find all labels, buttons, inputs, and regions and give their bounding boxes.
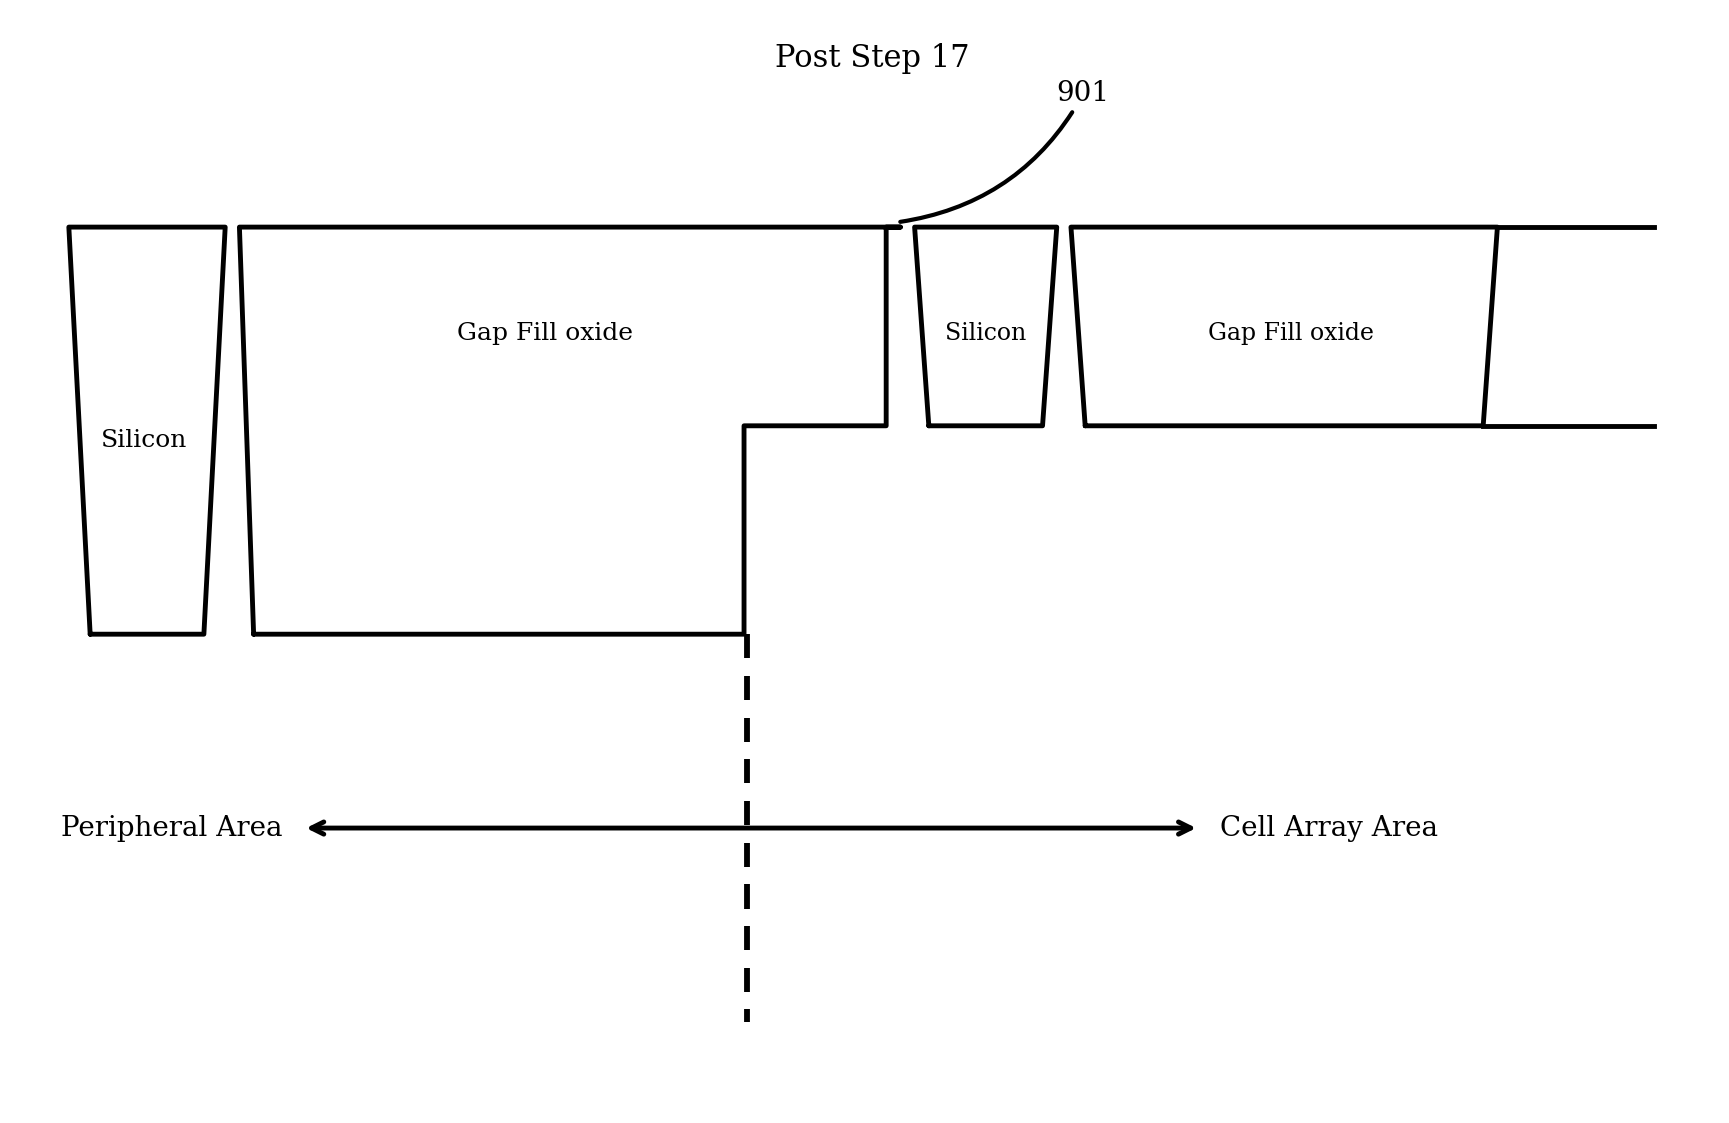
Text: Silicon: Silicon (946, 322, 1027, 345)
Text: Gap Fill oxide: Gap Fill oxide (456, 322, 633, 345)
Text: Peripheral Area: Peripheral Area (61, 814, 282, 841)
Text: 901: 901 (901, 80, 1110, 222)
Text: Silicon: Silicon (100, 429, 187, 451)
Text: Post Step 17: Post Step 17 (775, 43, 970, 74)
Text: Cell Array Area: Cell Array Area (1221, 814, 1439, 841)
Text: Gap Fill oxide: Gap Fill oxide (1209, 322, 1375, 345)
